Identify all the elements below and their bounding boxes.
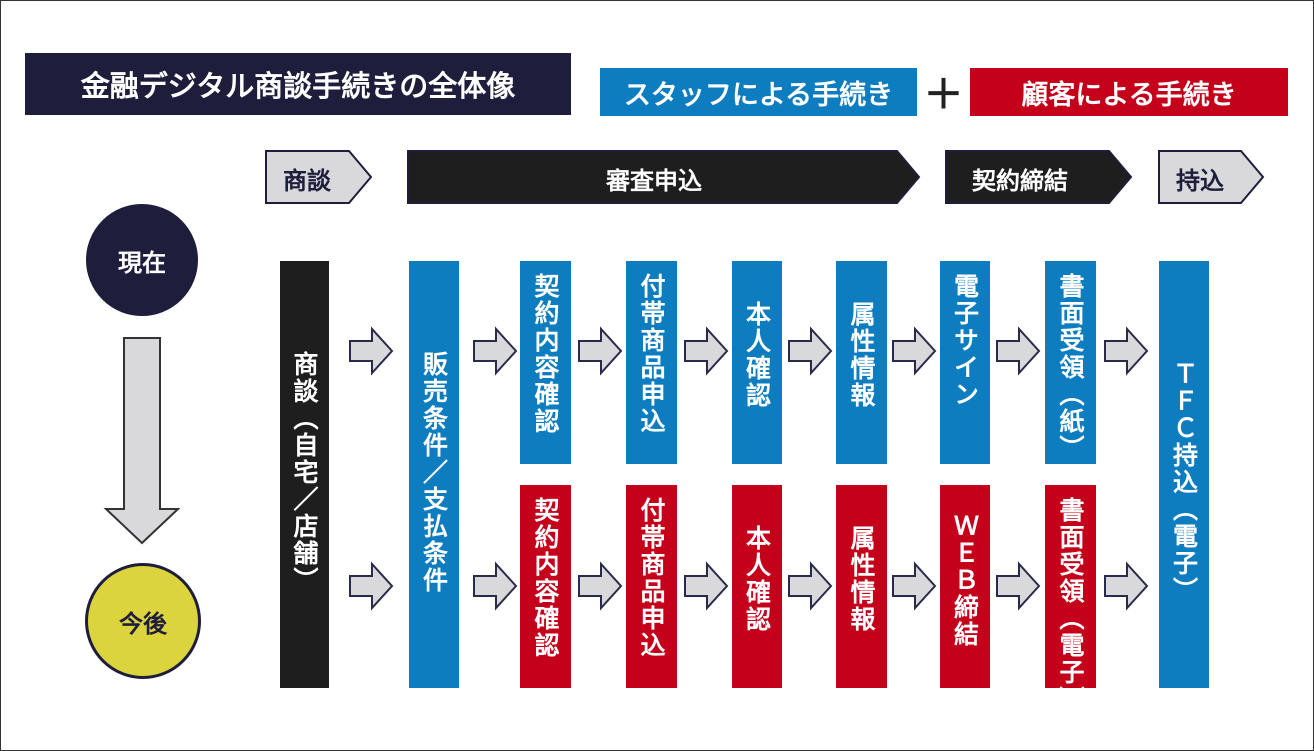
current-step-4-label: 属性情報: [847, 301, 876, 409]
future-step-2-label: 付帯商品申込: [637, 497, 666, 659]
step-shodan-label: 商談（自宅／店舗）: [290, 351, 319, 594]
current-step-1-label: 契約内容確認: [531, 273, 560, 435]
step-tfc: ＴＦＣ持込（電子）: [1159, 261, 1209, 688]
state-future-label: 今後: [119, 609, 167, 638]
future-step-2: 付帯商品申込: [626, 485, 677, 688]
flow-arrow-future-8: [1104, 561, 1149, 611]
flow-arrow-future-7: [996, 561, 1041, 611]
future-step-3: 本人確認: [732, 485, 782, 688]
future-step-3-label: 本人確認: [742, 525, 772, 633]
future-step-6-label: 書面受領（電子）: [1056, 497, 1085, 713]
flow-arrow-current-6: [892, 326, 937, 376]
current-step-5: 電子サイン: [940, 261, 990, 464]
current-step-2-label: 付帯商品申込: [637, 273, 666, 435]
step-shodan: 商談（自宅／店舗）: [280, 261, 329, 688]
future-step-6: 書面受領（電子）: [1045, 485, 1096, 713]
future-step-5-label: ＷＥＢ締結: [950, 513, 980, 648]
step-hanbai: 販売条件／支払条件: [409, 261, 459, 688]
flow-arrow-future-4: [684, 561, 729, 611]
flow-arrow-future-1: [349, 561, 394, 611]
flow-arrow-current-8: [1104, 326, 1149, 376]
current-step-6: 書面受領（紙）: [1045, 261, 1096, 464]
flow-arrow-future-2: [473, 561, 518, 611]
flow-arrow-current-4: [684, 326, 729, 376]
diagram-title: 金融デジタル商談手続きの全体像: [25, 53, 571, 115]
phase-arrow-shodan: [265, 150, 373, 204]
flow-arrow-future-6: [892, 561, 937, 611]
phase-label-shinsa: 審査申込: [606, 167, 702, 195]
legend-plus: ＋: [923, 72, 964, 118]
flow-arrow-current-7: [996, 326, 1041, 376]
flow-arrow-current-1: [349, 326, 394, 376]
step-hanbai-label: 販売条件／支払条件: [419, 351, 449, 594]
future-step-4-label: 属性情報: [847, 525, 876, 633]
state-current: 現在: [86, 204, 198, 316]
current-step-1: 契約内容確認: [520, 261, 571, 464]
current-step-4: 属性情報: [836, 261, 887, 464]
phase-arrow-shinsa: [407, 150, 921, 204]
current-step-2: 付帯商品申込: [626, 261, 677, 464]
state-current-label: 現在: [118, 248, 166, 277]
future-step-1: 契約内容確認: [520, 485, 571, 688]
current-step-6-label: 書面受領（紙）: [1056, 273, 1085, 462]
flow-arrow-current-5: [788, 326, 833, 376]
flow-arrow-future-5: [788, 561, 833, 611]
flow-arrow-future-3: [578, 561, 623, 611]
phase-label-shodan: 商談: [283, 167, 331, 195]
future-step-1-label: 契約内容確認: [531, 497, 560, 659]
phase-arrow-keiyaku: [945, 150, 1133, 204]
phase-label-keiyaku: 契約締結: [972, 167, 1068, 195]
down-arrow: [103, 337, 181, 545]
current-step-5-label: 電子サイン: [950, 273, 980, 408]
flow-arrow-current-2: [473, 326, 518, 376]
legend-staff: スタッフによる手続き: [600, 68, 917, 116]
current-step-3: 本人確認: [732, 261, 782, 464]
step-tfc-label: ＴＦＣ持込（電子）: [1169, 361, 1199, 604]
legend-customer: 顧客による手続き: [970, 68, 1288, 116]
future-step-4: 属性情報: [836, 485, 887, 688]
state-future: 今後: [85, 563, 201, 679]
future-step-5: ＷＥＢ締結: [940, 485, 990, 688]
current-step-3-label: 本人確認: [742, 301, 772, 409]
flow-arrow-current-3: [578, 326, 623, 376]
phase-arrow-mochikomi: [1158, 150, 1265, 204]
phase-label-mochikomi: 持込: [1176, 167, 1224, 195]
